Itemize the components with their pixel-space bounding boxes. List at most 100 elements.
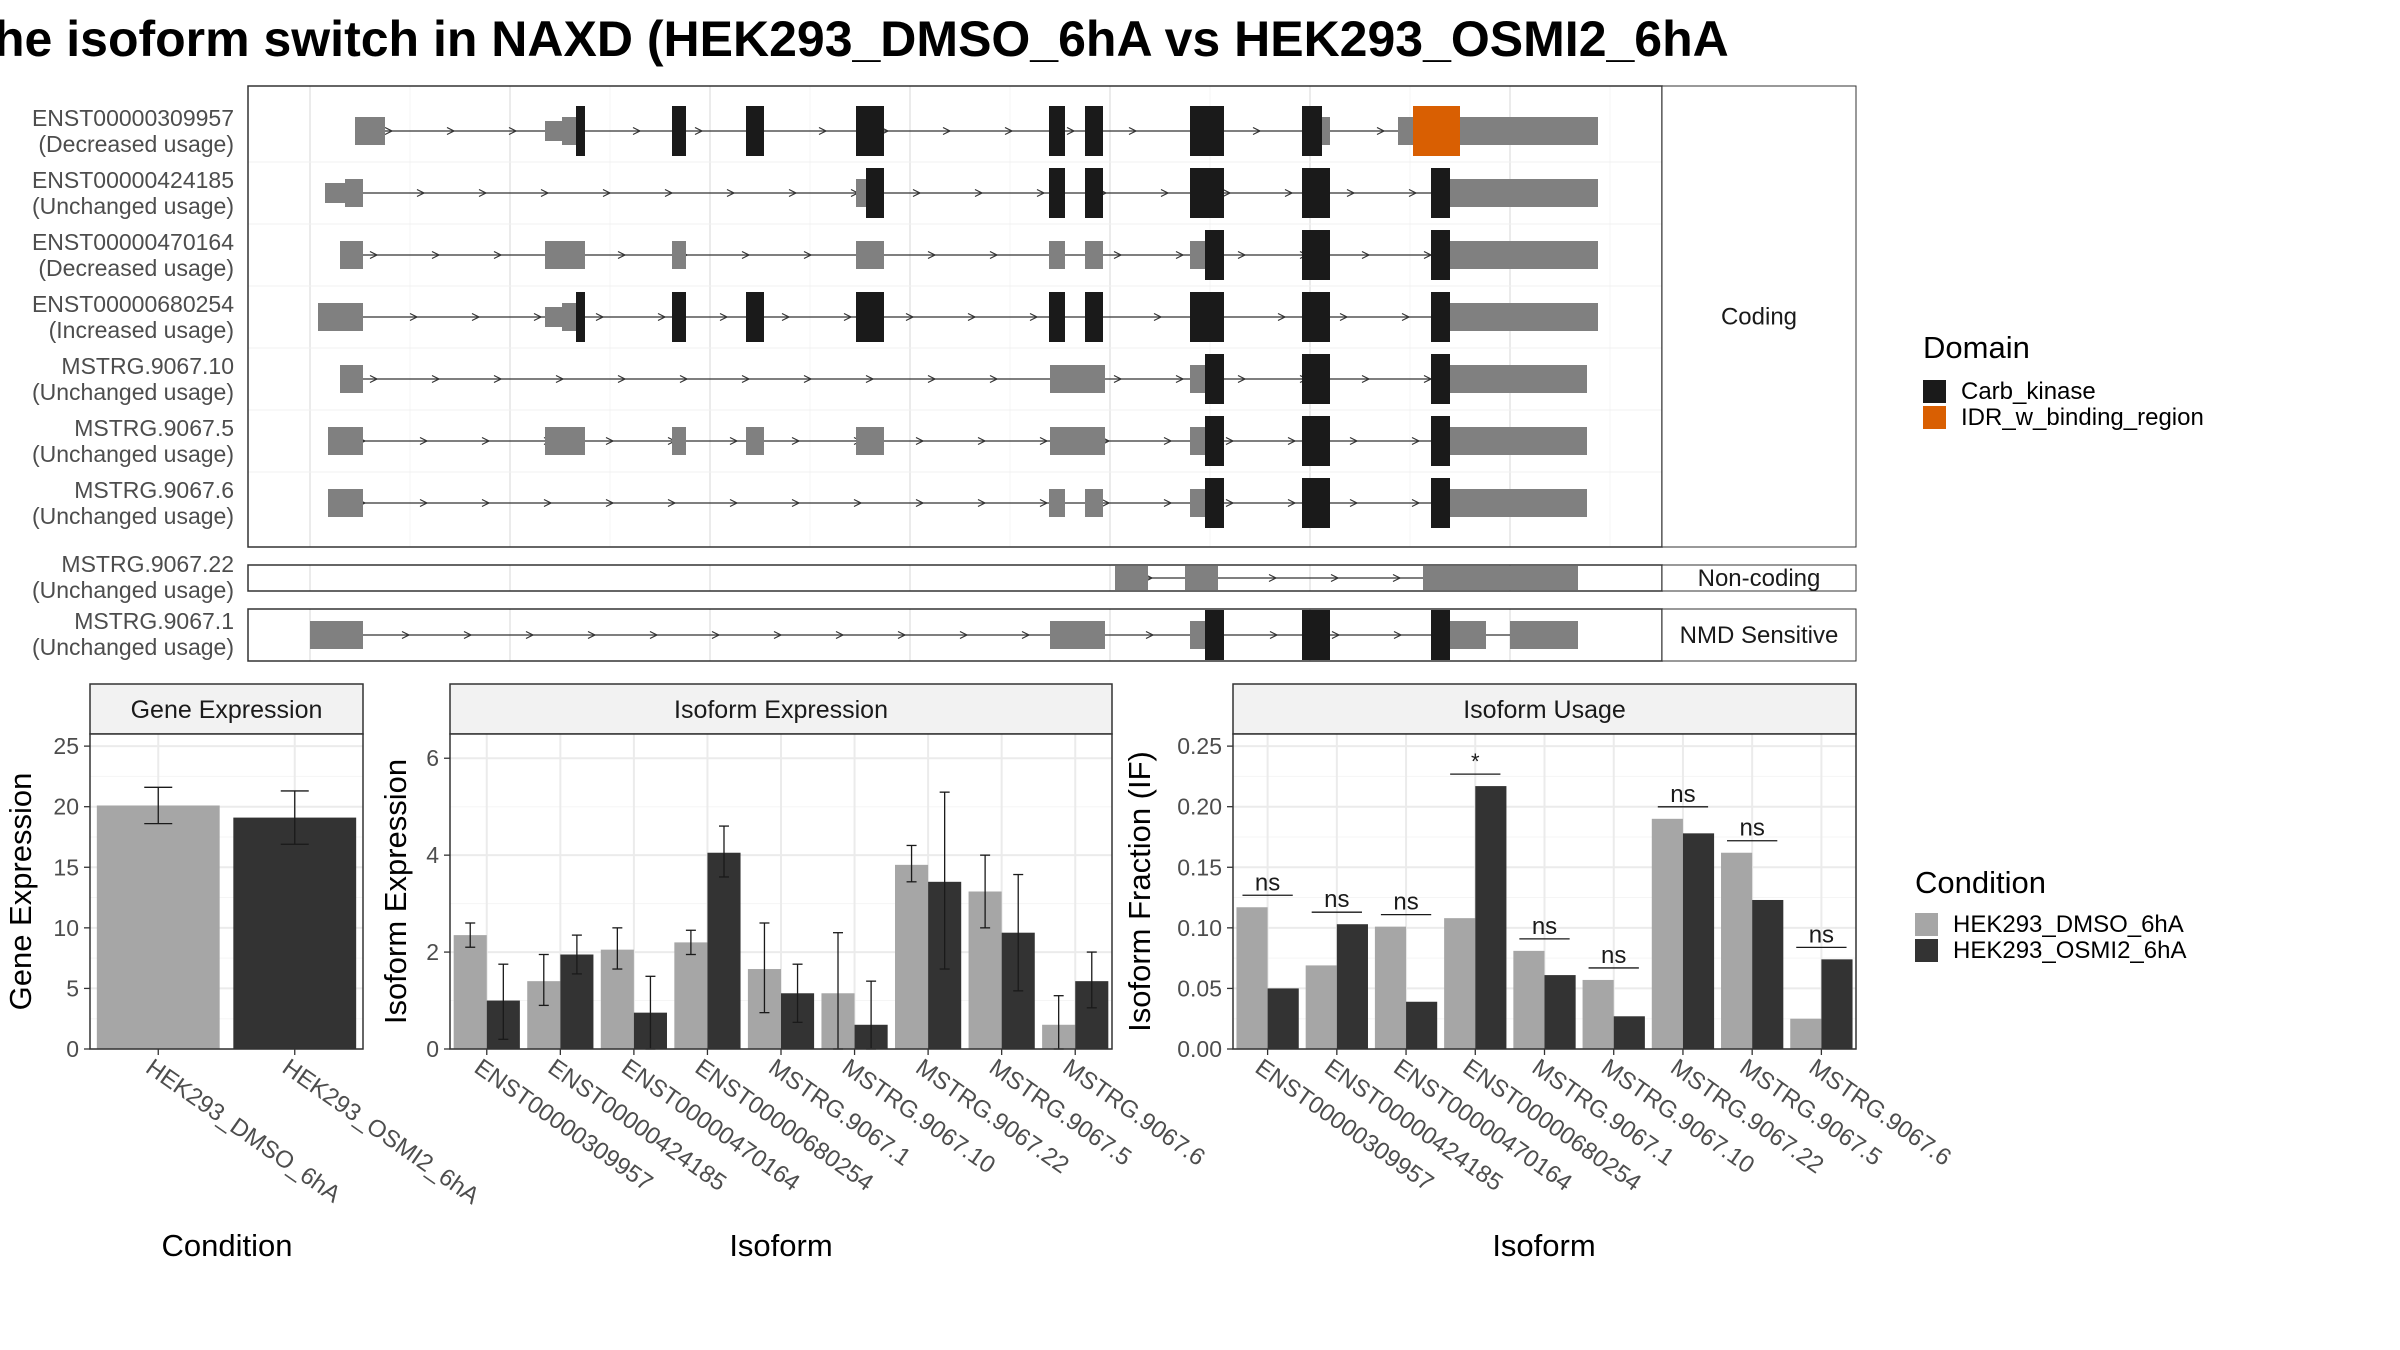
- utr-exon: [340, 365, 363, 393]
- intron-arrow: [657, 312, 667, 322]
- intron-arrow: [1175, 250, 1185, 260]
- noncoding-strip: [1661, 564, 1857, 592]
- intron-arrow: [1284, 188, 1294, 198]
- intron-arrow: [508, 126, 518, 136]
- intron-arrow: [853, 498, 863, 508]
- intron-arrow: [1237, 374, 1247, 384]
- y-tick-label: 0.10: [1177, 915, 1222, 941]
- utr-exon: [1398, 117, 1413, 145]
- cds-exon: [1049, 168, 1065, 218]
- cds-exon: [672, 106, 686, 156]
- intron-arrow: [835, 630, 845, 640]
- intron-arrow: [927, 250, 937, 260]
- cds-exon: [746, 292, 764, 342]
- bar: [1651, 818, 1683, 1049]
- intron-arrow: [942, 126, 952, 136]
- transcript-row: [1115, 566, 1578, 590]
- intron-arrow: [595, 312, 605, 322]
- cds-exon: [576, 292, 585, 342]
- intron-arrow: [1128, 126, 1138, 136]
- intron-arrow: [446, 126, 456, 136]
- significance-label: ns: [1324, 886, 1349, 913]
- intron-arrow: [694, 126, 704, 136]
- intron-arrow: [605, 498, 615, 508]
- cds-exon: [866, 168, 884, 218]
- x-axis-title: Condition: [162, 1228, 293, 1263]
- utr-exon: [328, 489, 363, 517]
- intron-arrow: [419, 498, 429, 508]
- isoform-expression-chart: Isoform Expression0246ENST00000309957ENS…: [378, 683, 1210, 1263]
- cds-exon: [1302, 292, 1330, 342]
- cds-exon: [1302, 610, 1330, 660]
- bar: [96, 805, 220, 1049]
- utr-exon: [1049, 241, 1065, 269]
- intron-arrow: [912, 188, 922, 198]
- intron-arrow: [905, 312, 915, 322]
- intron-arrow: [1287, 436, 1297, 446]
- intron-arrow: [679, 374, 689, 384]
- intron-arrow: [543, 498, 553, 508]
- intron-arrow: [478, 188, 488, 198]
- bar: [1406, 1001, 1438, 1049]
- utr-exon: [310, 621, 363, 649]
- intron-arrow: [791, 436, 801, 446]
- intron-arrow: [781, 312, 791, 322]
- intron-arrow: [401, 630, 411, 640]
- utr-exon: [672, 241, 686, 269]
- intron-arrow: [369, 374, 379, 384]
- intron-arrow: [1277, 312, 1287, 322]
- utr-exon: [1190, 427, 1205, 455]
- utr-exon: [672, 427, 686, 455]
- bar: [1790, 1018, 1822, 1049]
- bar: [1821, 959, 1853, 1049]
- utr-exon: [856, 427, 884, 455]
- intron-arrow: [915, 436, 925, 446]
- intron-arrow: [967, 312, 977, 322]
- intron-arrow: [729, 436, 739, 446]
- bar: [1475, 786, 1507, 1049]
- significance-label: *: [1471, 749, 1480, 774]
- intron-arrow: [1222, 188, 1232, 198]
- y-tick-label: 0.05: [1177, 975, 1222, 1001]
- cds-exon: [1205, 354, 1224, 404]
- utr-exon: [1190, 241, 1205, 269]
- transcript-usage-label: (Unchanged usage): [32, 193, 234, 219]
- intron-arrow: [1252, 126, 1262, 136]
- cds-exon: [1085, 292, 1103, 342]
- transcript-usage-label: (Decreased usage): [38, 255, 234, 281]
- panel-strip-title: Isoform Expression: [674, 696, 888, 724]
- chart-title: he isoform switch in NAXD (HEK293_DMSO_6…: [0, 11, 1729, 67]
- panel-strip: [89, 683, 364, 735]
- bar: [1513, 950, 1545, 1049]
- y-tick-label: 20: [53, 794, 79, 820]
- intron-arrow: [1411, 498, 1421, 508]
- panel-strip-title: Isoform Usage: [1463, 696, 1626, 724]
- cds-exon: [1190, 106, 1224, 156]
- intron-arrow: [1268, 573, 1278, 583]
- bar: [1267, 988, 1299, 1049]
- intron-arrow: [1376, 126, 1386, 136]
- cds-exon: [1205, 478, 1224, 528]
- intron-arrow: [927, 374, 937, 384]
- y-tick-label: 6: [426, 745, 439, 771]
- gene-expression-chart: Gene Expression0510152025HEK293_DMSO_6hA…: [3, 683, 484, 1263]
- utr-exon: [1450, 303, 1472, 331]
- cds-exon: [1302, 478, 1330, 528]
- bar: [1582, 979, 1614, 1049]
- utr-exon: [562, 303, 576, 331]
- intron-arrow: [1036, 188, 1046, 198]
- intron-arrow: [587, 630, 597, 640]
- intron-arrow: [773, 630, 783, 640]
- utr-exon: [1450, 365, 1472, 393]
- intron-arrow: [843, 312, 853, 322]
- intron-arrow: [664, 188, 674, 198]
- bar: [1305, 965, 1337, 1049]
- y-tick-label: 5: [66, 975, 79, 1001]
- intron-arrow: [1175, 374, 1185, 384]
- intron-arrow: [493, 250, 503, 260]
- intron-arrow: [481, 498, 491, 508]
- y-tick-label: 2: [426, 939, 439, 965]
- intron-arrow: [741, 250, 751, 260]
- intron-arrow: [977, 498, 987, 508]
- utr-exon: [1450, 179, 1472, 207]
